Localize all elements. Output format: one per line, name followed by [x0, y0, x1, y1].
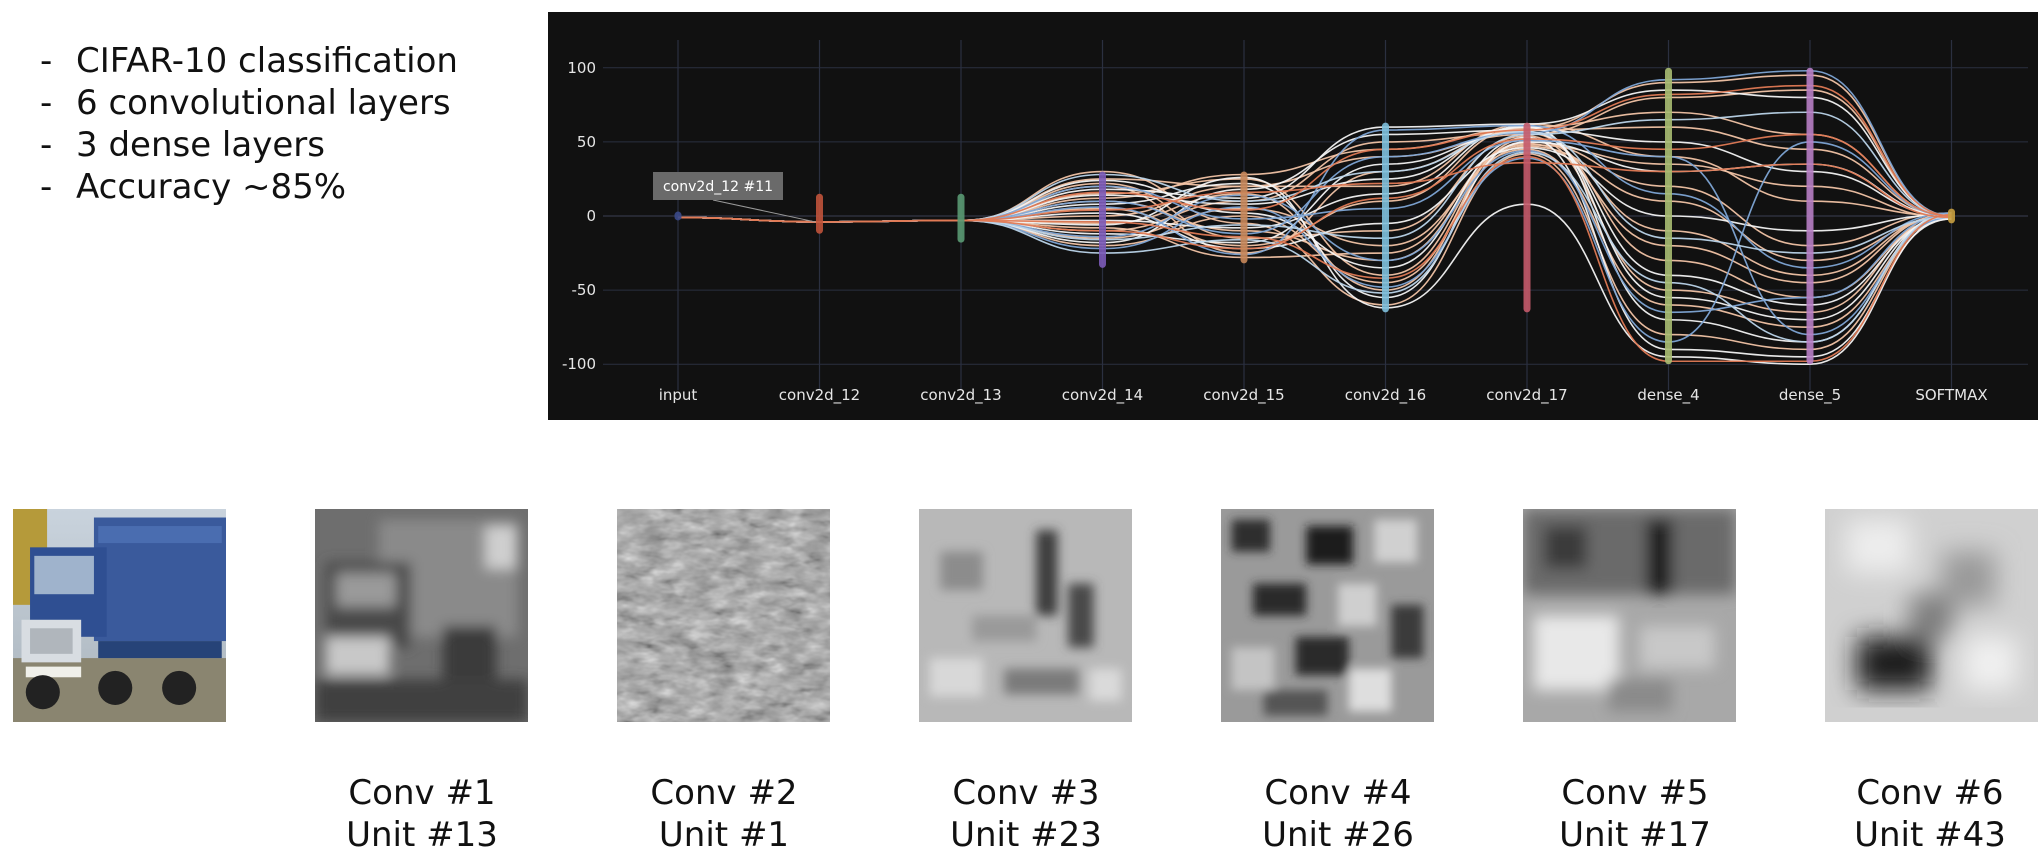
axis-range-bar[interactable]	[1523, 122, 1531, 313]
summary-item: - Accuracy ~85%	[40, 166, 458, 208]
caption-unit: Unit #26	[1262, 815, 1414, 855]
caption-unit: Unit #17	[1559, 815, 1711, 855]
caption-conv1: Conv #1 Unit #13	[302, 772, 542, 856]
summary-list: - CIFAR-10 classification -6 convolutiona…	[40, 40, 458, 208]
bullet-dash: -	[40, 41, 53, 81]
axis-range-bar[interactable]	[1948, 208, 1955, 224]
caption-layer: Conv #2	[650, 773, 798, 813]
feature-map-conv3	[919, 509, 1132, 722]
summary-text: CIFAR-10 classification	[76, 41, 458, 81]
y-tick-label: -50	[572, 281, 597, 299]
axis-range-bar[interactable]	[1382, 122, 1389, 313]
caption-layer: Conv #5	[1561, 773, 1709, 813]
summary-text: 3 dense layers	[76, 125, 325, 165]
series-line[interactable]	[677, 133, 1952, 250]
bullet-dash: -	[40, 83, 53, 123]
caption-conv5: Conv #5 Unit #17	[1515, 772, 1755, 856]
axis-range-bar[interactable]	[674, 211, 682, 221]
feature-map-conv4	[1221, 509, 1434, 722]
axis-range-bar[interactable]	[1099, 171, 1106, 268]
series-line[interactable]	[677, 74, 1952, 223]
summary-item: -3 dense layers	[40, 124, 458, 166]
series-line[interactable]	[677, 139, 1952, 336]
caption-layer: Conv #3	[952, 773, 1100, 813]
axis-range-bar[interactable]	[816, 193, 823, 234]
feature-map-conv6	[1825, 509, 2038, 722]
y-tick-label: 0	[586, 207, 596, 225]
series-line[interactable]	[677, 89, 1952, 223]
axis-range-bar[interactable]	[957, 193, 965, 243]
x-axis-label: conv2d_14	[1062, 386, 1143, 405]
x-axis-label: conv2d_15	[1203, 386, 1284, 405]
series-line[interactable]	[677, 130, 1952, 306]
series-line[interactable]	[677, 89, 1952, 223]
summary-text: 6 convolutional layers	[76, 83, 451, 123]
x-axis-label: conv2d_12	[779, 386, 860, 405]
series-line[interactable]	[677, 132, 1952, 299]
parallel-coordinates-svg[interactable]: 100 50 0 -50 -100 input conv2d_12 conv2d_13 conv…	[548, 12, 2038, 420]
series-line[interactable]	[677, 111, 1952, 241]
caption-conv4: Conv #4 Unit #26	[1218, 772, 1458, 856]
caption-layer: Conv #1	[348, 773, 496, 813]
input-image	[13, 509, 226, 722]
tooltip-pointer	[712, 199, 816, 223]
caption-conv3: Conv #3 Unit #23	[906, 772, 1146, 856]
x-axis-label: conv2d_17	[1486, 386, 1567, 405]
axis-range-bar[interactable]	[1665, 67, 1672, 365]
feature-map-conv2	[617, 509, 830, 722]
caption-conv2: Conv #2 Unit #1	[604, 772, 844, 856]
caption-layer: Conv #6	[1856, 773, 2004, 813]
summary-text: Accuracy ~85%	[76, 167, 347, 207]
x-axis-label: conv2d_16	[1345, 386, 1426, 405]
y-tick-label: -100	[562, 355, 596, 373]
y-tick-label: 50	[577, 133, 596, 151]
tooltip-text: conv2d_12 #11	[663, 179, 773, 195]
bullet-dash: -	[40, 125, 53, 165]
x-axis-label: input	[659, 386, 698, 404]
y-tick-label: 100	[567, 59, 596, 77]
caption-unit: Unit #13	[346, 815, 498, 855]
x-axis-label: dense_4	[1637, 386, 1699, 405]
feature-map-conv5	[1523, 509, 1736, 722]
x-axis-label: SOFTMAX	[1915, 386, 1987, 404]
tooltip-box	[653, 172, 783, 200]
bullet-dash: -	[40, 167, 53, 207]
summary-item: -6 convolutional layers	[40, 82, 458, 124]
caption-unit: Unit #23	[950, 815, 1102, 855]
series-line[interactable]	[677, 123, 1952, 223]
caption-layer: Conv #4	[1264, 773, 1412, 813]
feature-map-conv1	[315, 509, 528, 722]
caption-conv6: Conv #6 Unit #43	[1810, 772, 2044, 856]
summary-item: - CIFAR-10 classification	[40, 40, 458, 82]
x-axis-label: conv2d_13	[920, 386, 1001, 405]
series-line[interactable]	[677, 84, 1952, 223]
parallel-coordinates-chart[interactable]: 100 50 0 -50 -100 input conv2d_12 conv2d_13 conv…	[548, 12, 2038, 420]
axis-range-bar[interactable]	[1240, 171, 1248, 264]
caption-unit: Unit #43	[1854, 815, 2006, 855]
x-axis-label: dense_5	[1779, 386, 1841, 405]
caption-unit: Unit #1	[658, 815, 790, 855]
axis-range-bar[interactable]	[1806, 67, 1814, 365]
